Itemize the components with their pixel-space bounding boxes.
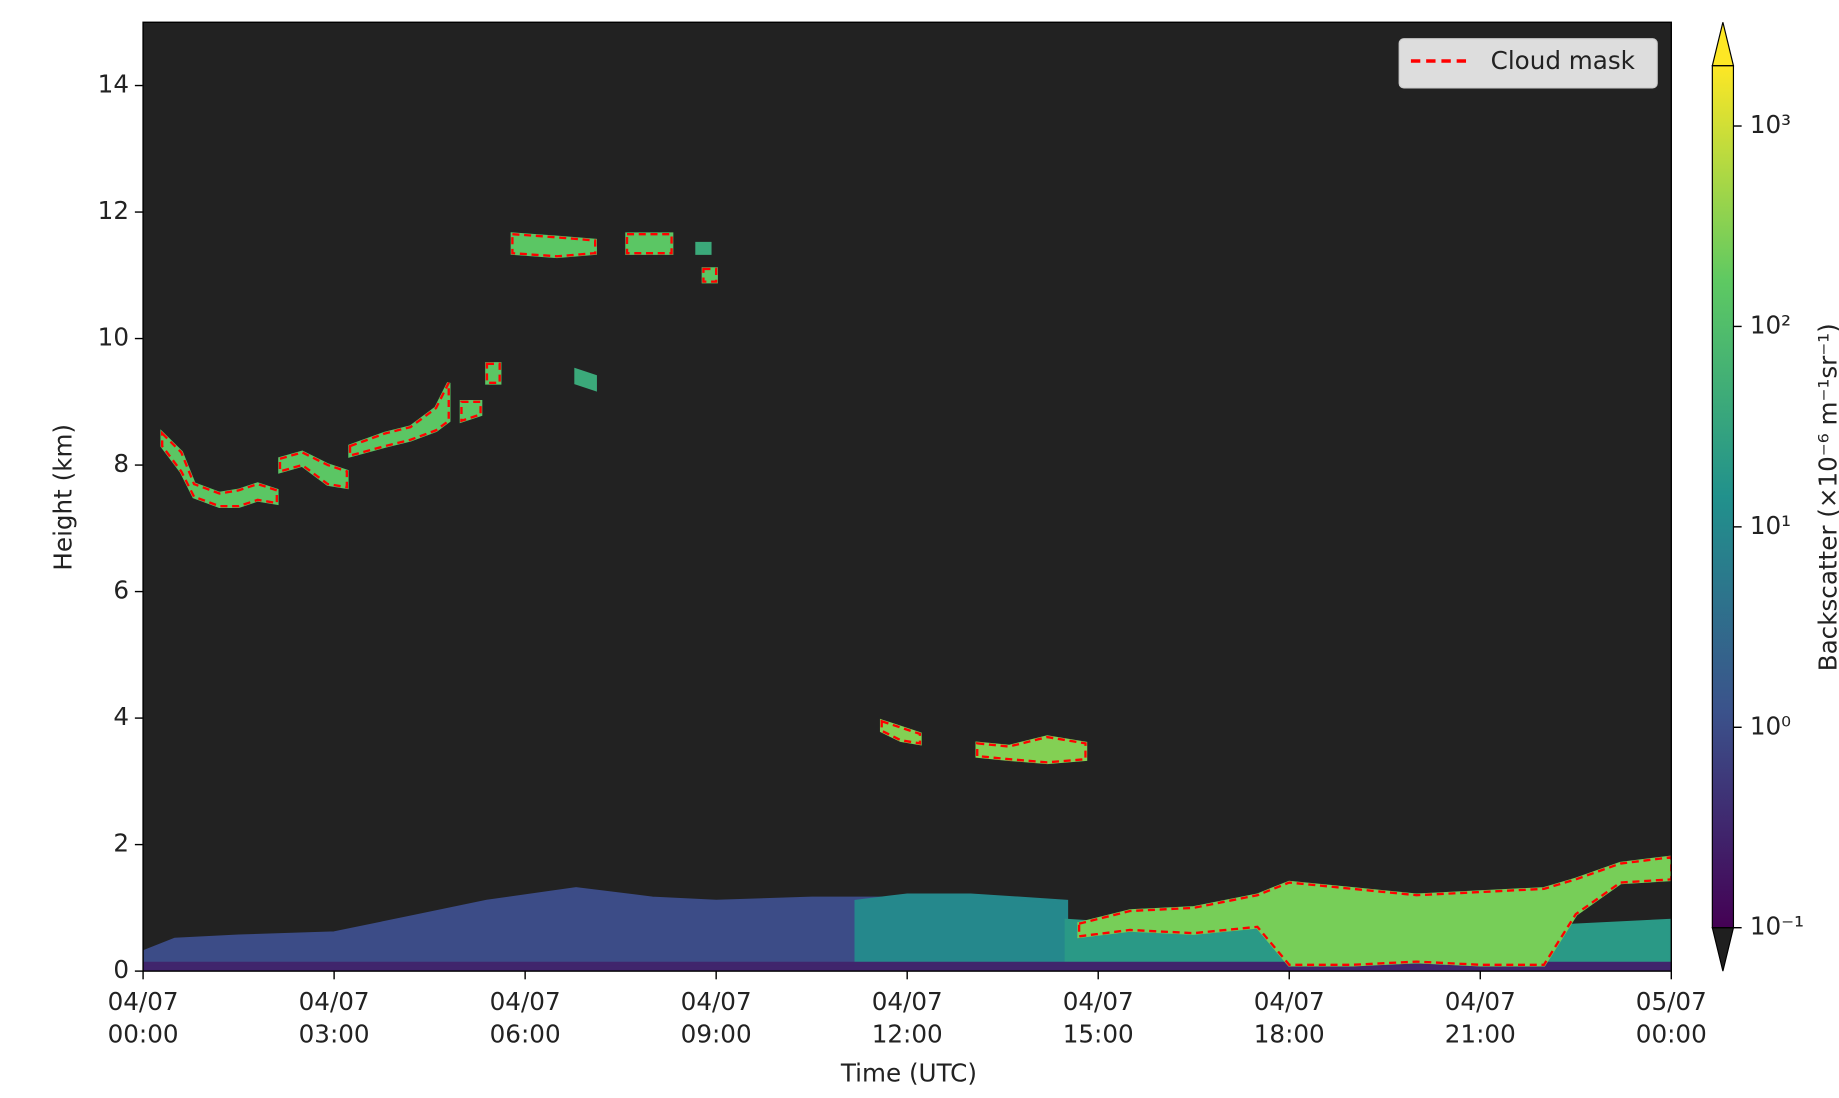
backscatter-patch bbox=[854, 893, 1069, 967]
x-tick-label: 04/07 15:00 bbox=[1062, 987, 1134, 1049]
x-tick-label: 04/07 00:00 bbox=[107, 987, 179, 1049]
colorbar-frame bbox=[1711, 65, 1735, 929]
x-tick-label: 04/07 06:00 bbox=[489, 987, 561, 1049]
y-tick-label: 14 bbox=[98, 70, 129, 99]
colorbar-extend-max bbox=[1711, 22, 1735, 67]
y-tick-label: 6 bbox=[113, 576, 129, 605]
x-tick-label: 04/07 12:00 bbox=[871, 987, 943, 1049]
colorbar bbox=[1712, 65, 1734, 928]
y-tick-label: 0 bbox=[113, 955, 129, 984]
backscatter-patch bbox=[701, 267, 718, 284]
colorbar-tick-label: 10¹ bbox=[1750, 511, 1791, 540]
colorbar-tick-label: 10² bbox=[1750, 310, 1791, 339]
cloud-mask-contour bbox=[702, 267, 718, 283]
colorbar-label: Backscatter (×10⁻⁶ m⁻¹sr⁻¹) bbox=[1814, 323, 1839, 671]
backscatter-patch bbox=[695, 241, 712, 255]
cloud-mask-contour bbox=[880, 719, 922, 745]
y-tick-label: 8 bbox=[113, 449, 129, 478]
backscatter-patch bbox=[143, 961, 1672, 972]
plot-frame bbox=[142, 21, 1672, 972]
x-tick-label: 04/07 18:00 bbox=[1253, 987, 1325, 1049]
cloud-mask-contour bbox=[625, 233, 673, 255]
y-tick-label: 4 bbox=[113, 702, 129, 731]
plot-area bbox=[143, 232, 1672, 972]
colorbar-extend-min bbox=[1711, 927, 1735, 972]
y-tick-label: 2 bbox=[113, 829, 129, 858]
cloud-mask-contour bbox=[485, 362, 501, 385]
x-tick-label: 04/07 21:00 bbox=[1444, 987, 1516, 1049]
backscatter-patch bbox=[574, 367, 597, 392]
legend-label: Cloud mask bbox=[1491, 46, 1636, 75]
y-axis-label: Height (km) bbox=[49, 424, 78, 571]
y-tick-label: 10 bbox=[98, 323, 129, 352]
legend-box bbox=[1398, 38, 1658, 89]
cloud-mask-contour bbox=[976, 735, 1087, 764]
cloud-mask-contour bbox=[1077, 856, 1672, 966]
plot-background bbox=[143, 22, 1672, 972]
colorbar-tick-label: 10³ bbox=[1750, 110, 1791, 139]
backscatter-patch bbox=[625, 232, 674, 255]
x-tick-label: 04/07 03:00 bbox=[298, 987, 370, 1049]
cloud-mask-contour bbox=[511, 232, 597, 258]
cloud-mask-contour bbox=[278, 451, 349, 489]
colorbar-tick-label: 10⁻¹ bbox=[1750, 912, 1804, 941]
cloud-mask-contour bbox=[460, 400, 482, 423]
colorbar-tick-label: 10⁰ bbox=[1750, 711, 1791, 740]
x-tick-label: 05/07 00:00 bbox=[1635, 987, 1707, 1049]
x-axis-label: Time (UTC) bbox=[840, 1058, 977, 1087]
x-tick-label: 04/07 09:00 bbox=[680, 987, 752, 1049]
backscatter-patch bbox=[485, 362, 502, 385]
y-tick-label: 12 bbox=[98, 196, 129, 225]
